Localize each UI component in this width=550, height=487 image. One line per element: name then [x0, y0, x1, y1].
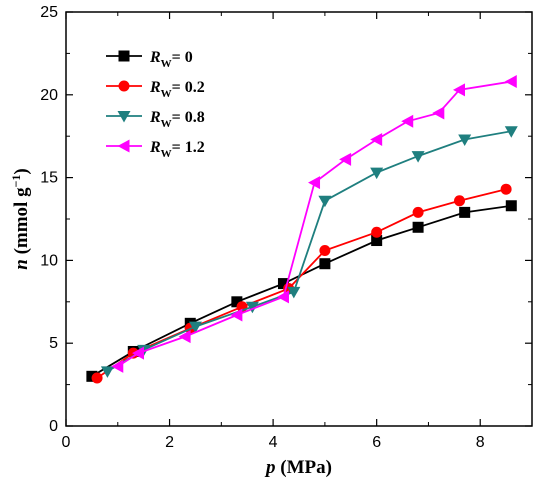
legend-label: RW= 1.2: [149, 139, 205, 160]
legend-subscript: W: [161, 88, 172, 100]
legend-label: RW= 0: [149, 49, 193, 70]
x-axis-label: p (MPa): [264, 457, 332, 478]
data-point-triangle-down: [411, 151, 425, 163]
data-point-square: [231, 296, 243, 308]
data-point-triangle-left: [131, 346, 144, 360]
series-line: [96, 188, 507, 379]
x-tick-label: 2: [165, 434, 174, 451]
legend-value: = 0.8: [172, 109, 205, 126]
legend: RW= 0RW= 0.2RW= 0.8RW= 1.2: [106, 49, 205, 160]
data-point-square: [505, 200, 517, 212]
legend-variable: R: [149, 79, 161, 96]
y-axis-label: n (mmol g−1): [9, 168, 32, 270]
data-point-triangle-down: [245, 301, 259, 314]
legend-variable: R: [149, 49, 161, 66]
data-point-square: [118, 50, 130, 62]
data-point-circle: [371, 226, 383, 238]
series-2: [100, 126, 518, 378]
y-axis-variable: n: [11, 259, 32, 270]
data-point-circle: [118, 80, 130, 92]
legend-value: = 0.2: [172, 79, 205, 96]
data-point-triangle-down: [370, 167, 384, 180]
data-point-square: [319, 258, 331, 270]
x-tick-label: 4: [269, 434, 278, 451]
data-point-triangle-left: [370, 133, 383, 147]
y-tick-label: 5: [49, 335, 58, 352]
x-tick-label: 0: [62, 434, 71, 451]
data-point-triangle-left: [117, 139, 130, 153]
data-point-triangle-left: [432, 106, 445, 120]
legend-subscript: W: [161, 148, 172, 160]
data-point-circle: [412, 206, 424, 218]
data-point-circle: [319, 244, 331, 256]
plot-frame: [65, 11, 533, 427]
legend-variable: R: [149, 109, 161, 126]
series-3: [111, 75, 517, 373]
data-point-triangle-down: [287, 286, 301, 299]
y-tick-label: 0: [49, 418, 58, 435]
data-point-triangle-left: [111, 359, 124, 373]
legend-item: RW= 0: [106, 49, 193, 70]
legend-item: RW= 1.2: [106, 139, 205, 160]
y-axis-unit: (mmol g: [11, 187, 32, 259]
data-point-triangle-left: [453, 83, 466, 97]
data-point-triangle-down: [318, 195, 332, 208]
data-point-square: [277, 278, 289, 290]
x-tick-label: 8: [476, 434, 485, 451]
legend-label: RW= 0.2: [149, 79, 205, 100]
legend-item: RW= 0.8: [106, 109, 205, 130]
y-tick-label: 20: [40, 87, 58, 104]
data-point-triangle-left: [504, 75, 517, 89]
legend-value: = 0: [172, 49, 193, 66]
data-point-square: [459, 206, 471, 218]
y-axis-unit-exponent: −1: [9, 175, 23, 188]
data-point-triangle-left: [401, 114, 414, 128]
legend-variable: R: [149, 139, 161, 156]
data-point-triangle-left: [230, 308, 243, 322]
data-point-triangle-down: [117, 111, 131, 123]
data-point-triangle-down: [100, 366, 114, 378]
legend-item: RW= 0.2: [106, 79, 205, 100]
data-point-square: [412, 221, 424, 233]
series-layer: [86, 75, 518, 384]
y-tick-label: 10: [40, 252, 58, 269]
data-point-triangle-down: [504, 126, 518, 138]
x-axis-unit: (MPa): [276, 457, 332, 478]
y-axis-unit-close: ): [11, 168, 32, 174]
data-point-triangle-down: [458, 134, 472, 147]
axis-ticks: 0 2 4 6 8 0 5 10 15 20 25: [40, 4, 532, 451]
legend-subscript: W: [161, 58, 172, 70]
legend-value: = 1.2: [172, 139, 205, 156]
data-point-triangle-left: [276, 290, 289, 304]
series-line: [106, 130, 512, 373]
data-point-square: [371, 235, 383, 247]
data-point-triangle-left: [339, 152, 352, 166]
data-point-circle: [500, 183, 512, 195]
series-line: [91, 204, 512, 378]
x-axis-variable: p: [264, 457, 276, 478]
y-tick-label: 25: [40, 4, 58, 21]
series-1: [91, 183, 512, 384]
data-point-triangle-down: [188, 321, 202, 334]
data-point-circle: [91, 372, 103, 384]
data-point-triangle-left: [178, 330, 191, 344]
legend-label: RW= 0.8: [149, 109, 205, 130]
data-point-triangle-left: [308, 176, 321, 190]
x-tick-label: 6: [372, 434, 381, 451]
y-tick-label: 15: [40, 170, 58, 187]
data-point-circle: [454, 195, 466, 207]
legend-subscript: W: [161, 118, 172, 130]
